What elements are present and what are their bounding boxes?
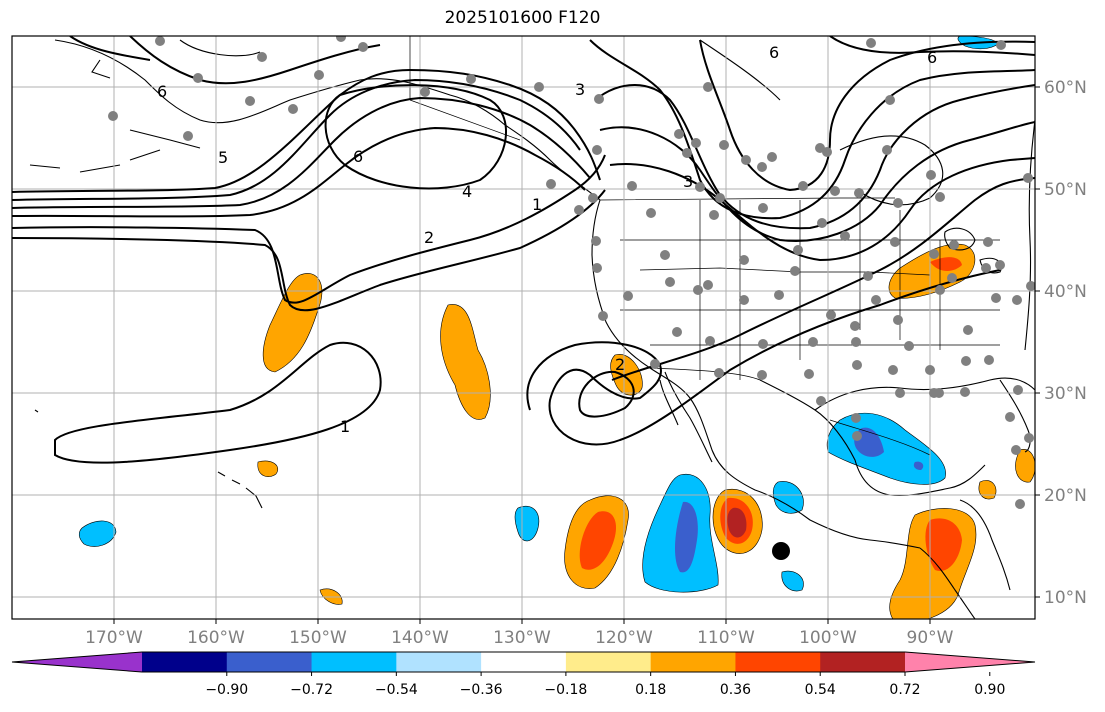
colorbar-segment (311, 652, 397, 672)
lat-label: 40°N (1044, 282, 1087, 302)
colorbar-tick-label: 0.18 (635, 682, 666, 698)
colorbar-tick-labels: −0.90 −0.72 −0.54 −0.36 −0.18 0.18 0.36 0.54 0.7… (205, 682, 1005, 698)
colorbar-segment (142, 652, 228, 672)
colorbar-tick-label: −0.18 (544, 682, 587, 698)
lon-tick-marks (113, 619, 931, 624)
lat-tick-marks (1035, 86, 1040, 598)
lat-label: 30°N (1044, 384, 1087, 404)
lon-label: 150°W (289, 628, 347, 648)
lon-label: 110°W (697, 628, 755, 648)
lat-label: 60°N (1044, 78, 1087, 98)
colorbar-segment (565, 652, 652, 672)
svg-text:1: 1 (340, 417, 350, 436)
colorbar-tick-label: −0.72 (290, 682, 333, 698)
colorbar-segment (820, 652, 906, 672)
svg-text:3: 3 (683, 172, 693, 191)
coastlines (29, 39, 1035, 619)
lon-label: 100°W (799, 628, 857, 648)
svg-text:5: 5 (218, 148, 228, 167)
colorbar-tick-label: −0.90 (205, 682, 248, 698)
lat-label: 50°N (1044, 180, 1087, 200)
lon-labels: 170°W 160°W 150°W 140°W 130°W 120°W 110°… (85, 628, 954, 648)
lat-label: 20°N (1044, 486, 1087, 506)
lon-label: 140°W (391, 628, 449, 648)
svg-text:2: 2 (615, 355, 625, 374)
colorbar-tick-label: −0.54 (375, 682, 418, 698)
colorbar-outline (11, 651, 1036, 673)
lon-label: 160°W (187, 628, 245, 648)
map-title: 2025101600 F120 (444, 8, 601, 28)
contour-lines (12, 36, 1035, 464)
colorbar (11, 651, 1036, 676)
lat-label: 10°N (1044, 588, 1087, 608)
storm-center-marker (772, 542, 790, 560)
colorbar-segment (735, 652, 821, 672)
svg-text:1: 1 (532, 195, 542, 214)
colorbar-tick-label: 0.36 (720, 682, 751, 698)
lon-label: 130°W (493, 628, 551, 648)
colorbar-segment (226, 652, 313, 672)
svg-text:3: 3 (575, 80, 585, 99)
svg-text:6: 6 (769, 43, 779, 62)
lat-labels: 60°N 50°N 40°N 30°N 20°N 10°N (1044, 78, 1087, 608)
svg-text:6: 6 (157, 82, 167, 101)
lon-label: 90°W (907, 628, 954, 648)
colorbar-segment (650, 652, 736, 672)
colorbar-segment (481, 652, 567, 672)
svg-text:4: 4 (462, 182, 472, 201)
lon-label: 170°W (85, 628, 143, 648)
colorbar-tick-label: 0.90 (974, 682, 1005, 698)
contour-labels: 6 5 6 4 2 1 3 6 6 2 1 3 (157, 43, 937, 436)
colorbar-tick-label: 0.54 (805, 682, 836, 698)
map-border (11, 35, 1036, 620)
colorbar-segment (396, 652, 482, 672)
svg-text:6: 6 (353, 147, 363, 166)
colorbar-extend-low (12, 652, 142, 672)
svg-text:2: 2 (424, 228, 434, 247)
svg-text:6: 6 (927, 48, 937, 67)
colorbar-tick-label: −0.36 (460, 682, 503, 698)
colorbar-extend-high (905, 652, 1035, 672)
lon-label: 120°W (595, 628, 653, 648)
station-markers (108, 36, 1035, 509)
colorbar-tick-label: 0.72 (889, 682, 920, 698)
